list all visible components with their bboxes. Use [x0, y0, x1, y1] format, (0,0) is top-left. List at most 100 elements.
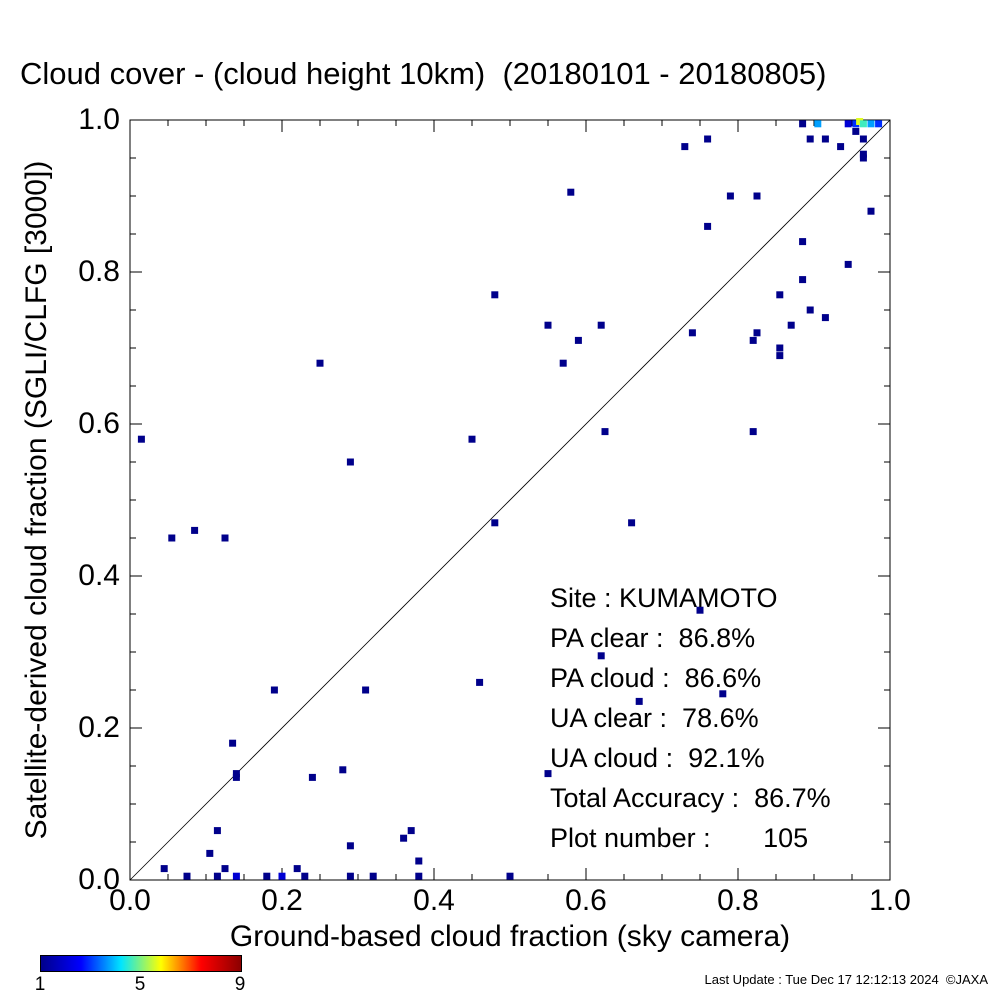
- y-tick-label: 0.6: [78, 407, 120, 440]
- y-tick-label: 0.2: [78, 711, 120, 744]
- data-point: [559, 359, 567, 367]
- data-point: [160, 865, 168, 873]
- data-point: [749, 428, 757, 436]
- axis-ticks: [129, 119, 891, 881]
- y-axis-label: Satellite-derived cloud fraction (SGLI/C…: [20, 160, 53, 840]
- data-point: [597, 652, 605, 660]
- data-point: [278, 872, 286, 880]
- data-point: [229, 739, 237, 747]
- data-point: [776, 352, 784, 360]
- data-point: [476, 678, 484, 686]
- data-point: [415, 872, 423, 880]
- data-point: [719, 690, 727, 698]
- data-point: [491, 519, 499, 527]
- ua-cloud-label: UA cloud : 92.1%: [550, 743, 765, 773]
- data-point: [400, 834, 408, 842]
- data-point: [137, 435, 145, 443]
- pa-cloud-label: PA cloud : 86.6%: [550, 663, 762, 693]
- y-tick-label: 1.0: [78, 103, 120, 136]
- data-point: [799, 276, 807, 284]
- data-point: [346, 842, 354, 850]
- data-point: [191, 526, 199, 534]
- data-point: [544, 770, 552, 778]
- data-point: [293, 865, 301, 873]
- y-tick-label: 0.0: [78, 863, 120, 896]
- data-point: [852, 127, 860, 135]
- data-point: [597, 321, 605, 329]
- y-tick-label: 0.8: [78, 255, 120, 288]
- data-point: [844, 260, 852, 268]
- total-accuracy-label: Total Accuracy : 86.7%: [550, 783, 831, 813]
- data-point: [814, 120, 822, 128]
- data-point: [753, 192, 761, 200]
- data-point: [346, 872, 354, 880]
- data-point: [837, 143, 845, 151]
- colorbar-min-label: 1: [34, 974, 46, 995]
- colorbar-max-label: 9: [234, 974, 246, 995]
- data-point: [232, 872, 240, 880]
- data-point: [821, 135, 829, 143]
- data-point: [821, 314, 829, 322]
- data-point: [491, 291, 499, 299]
- data-point: [574, 336, 582, 344]
- colorbar: [40, 955, 242, 972]
- ua-clear-label: UA clear : 78.6%: [550, 703, 759, 733]
- data-point: [688, 329, 696, 337]
- data-point: [263, 872, 271, 880]
- x-axis-label: Ground-based cloud fraction (sky camera): [229, 920, 791, 953]
- data-point: [704, 135, 712, 143]
- data-point: [787, 321, 795, 329]
- data-point: [799, 120, 807, 128]
- x-tick-label: 0.0: [109, 884, 151, 917]
- data-point: [206, 849, 214, 857]
- data-point: [859, 154, 867, 162]
- data-point: [696, 606, 704, 614]
- x-tick-label: 0.2: [261, 884, 303, 917]
- plot-number-label: Plot number : 105: [550, 823, 809, 853]
- data-point: [856, 118, 864, 126]
- data-point: [799, 238, 807, 246]
- data-point: [407, 827, 415, 835]
- one-to-one-line: [129, 119, 891, 881]
- data-point: [369, 872, 377, 880]
- data-point: [308, 773, 316, 781]
- data-point: [806, 135, 814, 143]
- data-point: [601, 428, 609, 436]
- data-point: [168, 534, 176, 542]
- data-point: [859, 135, 867, 143]
- data-point: [221, 534, 229, 542]
- data-point: [301, 872, 309, 880]
- y-tick-label: 0.4: [78, 559, 120, 592]
- data-point: [567, 188, 575, 196]
- data-point: [635, 697, 643, 705]
- data-point: [875, 120, 883, 128]
- data-point: [776, 291, 784, 299]
- data-point: [704, 222, 712, 230]
- data-point: [628, 519, 636, 527]
- data-point: [415, 857, 423, 865]
- data-point: [544, 321, 552, 329]
- chart-title: Cloud cover - (cloud height 10km) (20180…: [20, 56, 827, 91]
- pa-clear-label: PA clear : 86.8%: [550, 623, 756, 653]
- data-point: [867, 207, 875, 215]
- data-point: [776, 344, 784, 352]
- data-point: [681, 143, 689, 151]
- data-point: [859, 150, 867, 158]
- x-tick-label: 0.4: [413, 884, 455, 917]
- data-point: [183, 872, 191, 880]
- data-point: [270, 686, 278, 694]
- data-point: [213, 827, 221, 835]
- data-point: [726, 192, 734, 200]
- last-update-label: Last Update : Tue Dec 17 12:12:13 2024 ©…: [704, 972, 989, 987]
- data-point: [213, 872, 221, 880]
- x-tick-label: 0.8: [717, 884, 759, 917]
- colorbar-mid-label: 5: [134, 974, 146, 995]
- data-point: [859, 120, 867, 128]
- data-point: [806, 306, 814, 314]
- x-tick-label: 0.6: [565, 884, 607, 917]
- data-point: [506, 872, 514, 880]
- statistics-panel: Site : KUMAMOTO PA clear : 86.8% PA clou…: [550, 578, 831, 858]
- data-point: [339, 766, 347, 774]
- x-tick-label: 1.0: [869, 884, 911, 917]
